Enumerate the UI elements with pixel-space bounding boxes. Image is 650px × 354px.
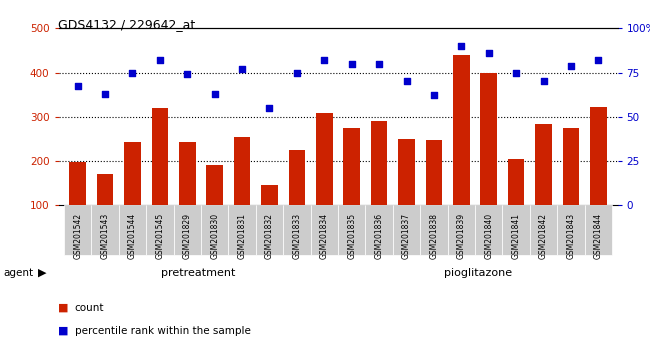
Text: GSM201829: GSM201829 xyxy=(183,213,192,259)
Text: ■: ■ xyxy=(58,303,73,313)
Bar xyxy=(283,205,311,255)
Text: GSM201842: GSM201842 xyxy=(539,213,548,259)
Text: GSM201831: GSM201831 xyxy=(238,213,246,259)
Bar xyxy=(398,139,415,250)
Text: GSM201545: GSM201545 xyxy=(155,213,164,259)
Bar xyxy=(97,175,113,250)
Point xyxy=(73,83,83,89)
Point xyxy=(237,66,247,72)
Point xyxy=(374,61,384,67)
Text: GSM201542: GSM201542 xyxy=(73,213,82,259)
Text: pretreatment: pretreatment xyxy=(161,268,235,278)
Point xyxy=(429,92,439,98)
Bar xyxy=(420,205,448,255)
Bar xyxy=(475,205,502,255)
Bar xyxy=(508,159,525,250)
Bar xyxy=(343,128,360,250)
Point xyxy=(566,63,576,69)
Bar xyxy=(256,205,283,255)
Bar xyxy=(536,124,552,250)
Bar xyxy=(316,113,333,250)
Bar xyxy=(453,55,469,250)
Text: GSM201843: GSM201843 xyxy=(566,213,575,259)
Text: ▶: ▶ xyxy=(38,268,46,278)
Text: GSM201840: GSM201840 xyxy=(484,213,493,259)
Point xyxy=(209,91,220,97)
Bar xyxy=(371,121,387,250)
Point xyxy=(292,70,302,75)
Bar xyxy=(530,205,557,255)
Point xyxy=(182,72,192,77)
Bar xyxy=(289,150,305,250)
Point xyxy=(484,50,494,56)
Point xyxy=(265,105,275,110)
Bar xyxy=(590,107,606,250)
Bar xyxy=(119,205,146,255)
Bar xyxy=(179,142,196,250)
Text: GSM201543: GSM201543 xyxy=(101,213,110,259)
Bar xyxy=(174,205,201,255)
Point xyxy=(127,70,138,75)
Text: GSM201839: GSM201839 xyxy=(457,213,466,259)
Point xyxy=(100,91,110,97)
Bar xyxy=(146,205,174,255)
Point xyxy=(155,57,165,63)
Text: GSM201832: GSM201832 xyxy=(265,213,274,259)
Bar xyxy=(365,205,393,255)
Bar xyxy=(207,166,223,250)
Point xyxy=(538,79,549,84)
Bar xyxy=(338,205,365,255)
Text: agent: agent xyxy=(3,268,33,278)
Bar xyxy=(502,205,530,255)
Text: percentile rank within the sample: percentile rank within the sample xyxy=(75,326,251,336)
Point xyxy=(511,70,521,75)
Text: GSM201833: GSM201833 xyxy=(292,213,302,259)
Bar xyxy=(584,205,612,255)
Bar xyxy=(228,205,256,255)
Bar xyxy=(480,73,497,250)
Text: GSM201836: GSM201836 xyxy=(374,213,384,259)
Text: GSM201838: GSM201838 xyxy=(430,213,438,259)
Point xyxy=(401,78,411,84)
Bar xyxy=(261,184,278,250)
Bar xyxy=(234,137,250,250)
Text: GSM201544: GSM201544 xyxy=(128,213,137,259)
Bar xyxy=(151,108,168,250)
Text: GSM201835: GSM201835 xyxy=(347,213,356,259)
Text: GSM201837: GSM201837 xyxy=(402,213,411,259)
Bar xyxy=(70,162,86,250)
Point xyxy=(319,57,330,63)
Text: GSM201841: GSM201841 xyxy=(512,213,521,259)
Bar xyxy=(201,205,228,255)
Text: GDS4132 / 229642_at: GDS4132 / 229642_at xyxy=(58,18,196,31)
Point xyxy=(346,61,357,67)
Bar xyxy=(557,205,584,255)
Text: count: count xyxy=(75,303,104,313)
Text: ■: ■ xyxy=(58,326,73,336)
Point xyxy=(593,57,603,63)
Bar xyxy=(448,205,475,255)
Point xyxy=(456,43,467,49)
Bar xyxy=(92,205,119,255)
Bar xyxy=(311,205,338,255)
Text: pioglitazone: pioglitazone xyxy=(444,268,512,278)
Text: GSM201834: GSM201834 xyxy=(320,213,329,259)
Bar xyxy=(563,128,579,250)
Bar xyxy=(124,142,140,250)
Bar xyxy=(64,205,92,255)
Text: GSM201844: GSM201844 xyxy=(594,213,603,259)
Bar xyxy=(426,140,442,250)
Text: GSM201830: GSM201830 xyxy=(210,213,219,259)
Bar xyxy=(393,205,420,255)
